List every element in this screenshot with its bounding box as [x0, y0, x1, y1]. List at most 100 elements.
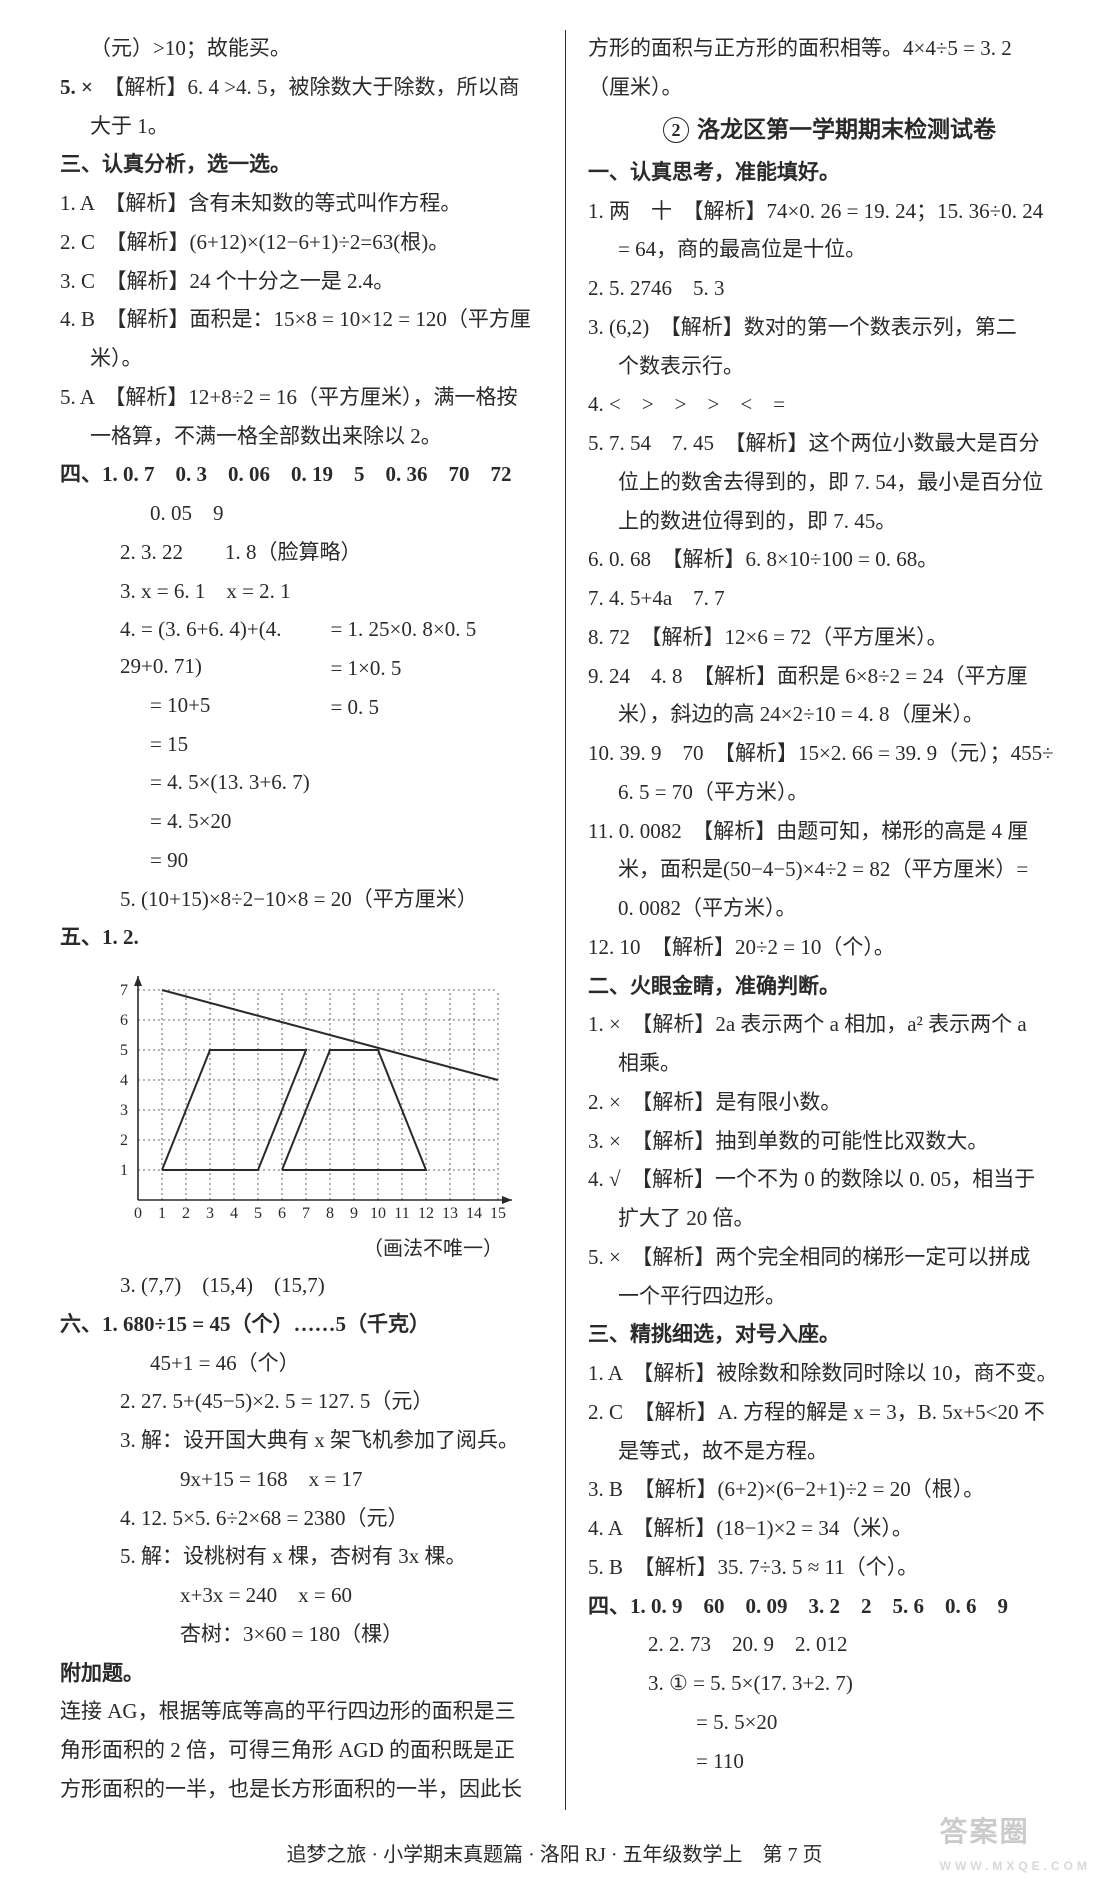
column-divider: [565, 30, 566, 1810]
text-line: 大于 1。: [60, 108, 543, 145]
text-line: 5. A 【解析】12+8÷2 = 16（平方厘米），满一格按: [60, 379, 543, 416]
section-heading: 二、火眼金睛，准确判断。: [588, 968, 1071, 1005]
calc-line: = 1. 25×0. 8×0. 5: [330, 611, 543, 648]
text-line: 6. 5 = 70（平方米）。: [588, 774, 1071, 811]
text-line: 3. C 【解析】24 个十分之一是 2.4。: [60, 263, 543, 300]
text-line: 3. x = 6. 1 x = 2. 1: [60, 573, 543, 610]
text-line: 上的数进位得到的，即 7. 45。: [588, 503, 1071, 540]
bonus-heading: 附加题。: [60, 1655, 543, 1692]
calc-line: = 1×0. 5: [330, 650, 543, 687]
text-line: 11. 0. 0082 【解析】由题可知，梯形的高是 4 厘: [588, 813, 1071, 850]
section-heading: 一、认真思考，准能填好。: [588, 154, 1071, 191]
text-line: = 110: [588, 1743, 1071, 1780]
svg-text:2: 2: [120, 1132, 128, 1149]
svg-text:7: 7: [302, 1205, 310, 1222]
text-line: （厘米）。: [588, 69, 1071, 106]
svg-text:7: 7: [120, 982, 128, 999]
circled-number-icon: 2: [663, 117, 689, 143]
text-line: 9. 24 4. 8 【解析】面积是 6×8÷2 = 24（平方厘: [588, 658, 1071, 695]
section-heading: 三、精挑细选，对号入座。: [588, 1316, 1071, 1353]
calc-line: = 0. 5: [330, 689, 543, 726]
text-line: 个数表示行。: [588, 348, 1071, 385]
text-line: 3. ① = 5. 5×(17. 3+2. 7): [588, 1665, 1071, 1702]
text-line: 45+1 = 46（个）: [60, 1345, 543, 1382]
svg-text:4: 4: [120, 1072, 128, 1089]
svg-text:11: 11: [394, 1205, 409, 1222]
text-line: 相乘。: [588, 1045, 1071, 1082]
calc-line: = 4. 5×(13. 3+6. 7): [60, 764, 330, 801]
text-line: 米）。: [60, 340, 543, 377]
calc-line: 4. = (3. 6+6. 4)+(4. 29+0. 71): [60, 611, 330, 685]
svg-text:2: 2: [182, 1205, 190, 1222]
text-line: 7. 4. 5+4a 7. 7: [588, 580, 1071, 617]
text-line: 杏树：3×60 = 180（棵）: [60, 1616, 543, 1653]
text-line: 2. C 【解析】(6+12)×(12−6+1)÷2=63(根)。: [60, 224, 543, 261]
text-line: 连接 AG，根据等底等高的平行四边形的面积是三: [60, 1693, 543, 1730]
text-line: 5. (10+15)×8÷2−10×8 = 20（平方厘米）: [60, 881, 543, 918]
text-line: 2. 5. 2746 5. 3: [588, 270, 1071, 307]
text-line: 1. × 【解析】2a 表示两个 a 相加，a² 表示两个 a: [588, 1006, 1071, 1043]
section-heading: 三、认真分析，选一选。: [60, 146, 543, 183]
text-line: 5. 7. 54 7. 45 【解析】这个两位小数最大是百分: [588, 425, 1071, 462]
svg-text:1: 1: [120, 1162, 128, 1179]
svg-text:5: 5: [254, 1205, 262, 1222]
text-line: 米），斜边的高 24×2÷10 = 4. 8（厘米）。: [588, 696, 1071, 733]
text-line: 4. 12. 5×5. 6÷2×68 = 2380（元）: [60, 1500, 543, 1537]
text-line: 6. 0. 68 【解析】6. 8×10÷100 = 0. 68。: [588, 541, 1071, 578]
svg-text:14: 14: [466, 1205, 482, 1222]
text-line: 12. 10 【解析】20÷2 = 10（个）。: [588, 929, 1071, 966]
text-line: 扩大了 20 倍。: [588, 1200, 1071, 1237]
text-line: 1. A 【解析】被除数和除数同时除以 10，商不变。: [588, 1355, 1071, 1392]
text-line: 0. 0082（平方米）。: [588, 890, 1071, 927]
calc-line: = 4. 5×20: [60, 803, 330, 840]
svg-text:4: 4: [230, 1205, 238, 1222]
svg-text:10: 10: [370, 1205, 386, 1222]
svg-text:9: 9: [350, 1205, 358, 1222]
text-line: 9x+15 = 168 x = 17: [60, 1461, 543, 1498]
section-heading: 四、1. 0. 9 60 0. 09 3. 2 2 5. 6 0. 6 9: [588, 1588, 1071, 1625]
text-line: 一格算，不满一格全部数出来除以 2。: [60, 418, 543, 455]
paper-title: 2 洛龙区第一学期期末检测试卷: [588, 110, 1071, 150]
text-line: 0. 05 9: [60, 495, 543, 532]
svg-text:15: 15: [490, 1205, 506, 1222]
text-line: 位上的数舍去得到的，即 7. 54，最小是百分位: [588, 464, 1071, 501]
text-line: 4. < > > > < =: [588, 386, 1071, 423]
text-line: 3. B 【解析】(6+2)×(6−2+1)÷2 = 20（根）。: [588, 1471, 1071, 1508]
text-line: = 5. 5×20: [588, 1704, 1071, 1741]
svg-text:3: 3: [120, 1102, 128, 1119]
text-line: 5. × 【解析】6. 4 >4. 5，被除数大于除数，所以商: [60, 69, 543, 106]
page: （元）>10；故能买。 5. × 【解析】6. 4 >4. 5，被除数大于除数，…: [0, 0, 1109, 1830]
grid-chart-svg: 01234567891011121314151234567: [100, 960, 520, 1230]
text-line: 米，面积是(50−4−5)×4÷2 = 82（平方厘米）=: [588, 851, 1071, 888]
section-heading: 六、1. 680÷15 = 45（个）……5（千克）: [60, 1306, 543, 1343]
text-line: 3. 解：设开国大典有 x 架飞机参加了阅兵。: [60, 1422, 543, 1459]
text-line: 3. (6,2) 【解析】数对的第一个数表示列，第二: [588, 309, 1071, 346]
text-line: 一个平行四边形。: [588, 1278, 1071, 1315]
text-line: 2. × 【解析】是有限小数。: [588, 1084, 1071, 1121]
right-column: 方形的面积与正方形的面积相等。4×4÷5 = 3. 2 （厘米）。 2 洛龙区第…: [570, 30, 1071, 1810]
text-line: 8. 72 【解析】12×6 = 72（平方厘米）。: [588, 619, 1071, 656]
calc-line: = 10+5: [60, 687, 330, 724]
text-line: 5. B 【解析】35. 7÷3. 5 ≈ 11（个）。: [588, 1549, 1071, 1586]
text-line: 4. A 【解析】(18−1)×2 = 34（米）。: [588, 1510, 1071, 1547]
svg-text:6: 6: [120, 1012, 128, 1029]
page-footer: 追梦之旅 · 小学期末真题篇 · 洛阳 RJ · 五年级数学上 第 7 页: [0, 1830, 1109, 1887]
text-line: 是等式，故不是方程。: [588, 1433, 1071, 1470]
text-line: 2. C 【解析】A. 方程的解是 x = 3，B. 5x+5<20 不: [588, 1394, 1071, 1431]
section-heading: 四、1. 0. 7 0. 3 0. 06 0. 19 5 0. 36 70 72: [60, 456, 543, 493]
svg-text:1: 1: [158, 1205, 166, 1222]
chart: 01234567891011121314151234567: [60, 960, 543, 1230]
section-heading: 五、1. 2.: [60, 919, 543, 956]
text-line: 4. B 【解析】面积是：15×8 = 10×12 = 120（平方厘: [60, 301, 543, 338]
text-line: 方形的面积与正方形的面积相等。4×4÷5 = 3. 2: [588, 30, 1071, 67]
text-line: 5. 解：设桃树有 x 棵，杏树有 3x 棵。: [60, 1538, 543, 1575]
text-line: 1. 两 十 【解析】74×0. 26 = 19. 24；15. 36÷0. 2…: [588, 193, 1071, 230]
svg-text:0: 0: [134, 1205, 142, 1222]
calc-line: = 15: [60, 726, 330, 763]
text-line: 2. 3. 22 1. 8（脸算略）: [60, 534, 543, 571]
paper-title-text: 洛龙区第一学期期末检测试卷: [697, 110, 996, 150]
left-column: （元）>10；故能买。 5. × 【解析】6. 4 >4. 5，被除数大于除数，…: [60, 30, 561, 1810]
text-line: 10. 39. 9 70 【解析】15×2. 66 = 39. 9（元）；455…: [588, 735, 1071, 772]
equation-block-4: 4. = (3. 6+6. 4)+(4. 29+0. 71) = 10+5 = …: [60, 611, 543, 880]
text-line: x+3x = 240 x = 60: [60, 1577, 543, 1614]
